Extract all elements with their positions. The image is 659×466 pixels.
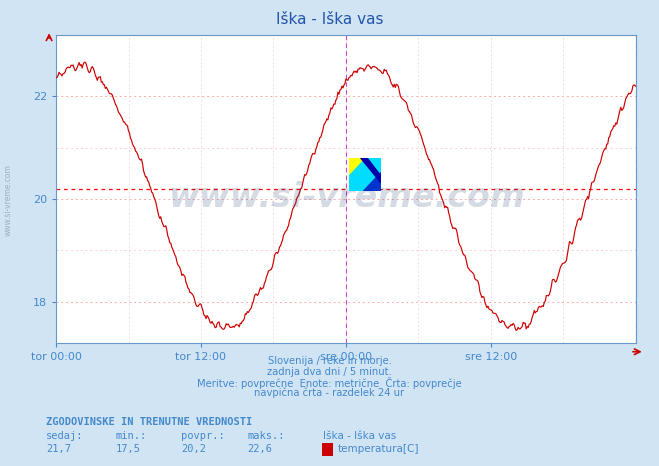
Text: 20,2: 20,2 [181,444,206,453]
Text: zadnja dva dni / 5 minut.: zadnja dva dni / 5 minut. [267,367,392,377]
Text: Meritve: povprečne  Enote: metrične  Črta: povprečje: Meritve: povprečne Enote: metrične Črta:… [197,377,462,389]
Text: povpr.:: povpr.: [181,431,225,441]
Text: Iška - Iška vas: Iška - Iška vas [323,431,396,441]
Text: Iška - Iška vas: Iška - Iška vas [275,12,384,27]
Polygon shape [349,158,366,176]
Text: Slovenija / reke in morje.: Slovenija / reke in morje. [268,356,391,366]
Text: maks.:: maks.: [247,431,285,441]
Polygon shape [349,158,381,191]
Text: www.si-vreme.com: www.si-vreme.com [167,181,525,214]
Text: www.si-vreme.com: www.si-vreme.com [3,164,13,236]
Text: ZGODOVINSKE IN TRENUTNE VREDNOSTI: ZGODOVINSKE IN TRENUTNE VREDNOSTI [46,417,252,427]
Text: navpična črta - razdelek 24 ur: navpična črta - razdelek 24 ur [254,387,405,398]
Polygon shape [360,158,381,183]
Text: 17,5: 17,5 [115,444,140,453]
Text: sedaj:: sedaj: [46,431,84,441]
Text: temperatura[C]: temperatura[C] [338,444,420,453]
Polygon shape [364,172,381,191]
Text: 22,6: 22,6 [247,444,272,453]
Text: min.:: min.: [115,431,146,441]
Text: 21,7: 21,7 [46,444,71,453]
